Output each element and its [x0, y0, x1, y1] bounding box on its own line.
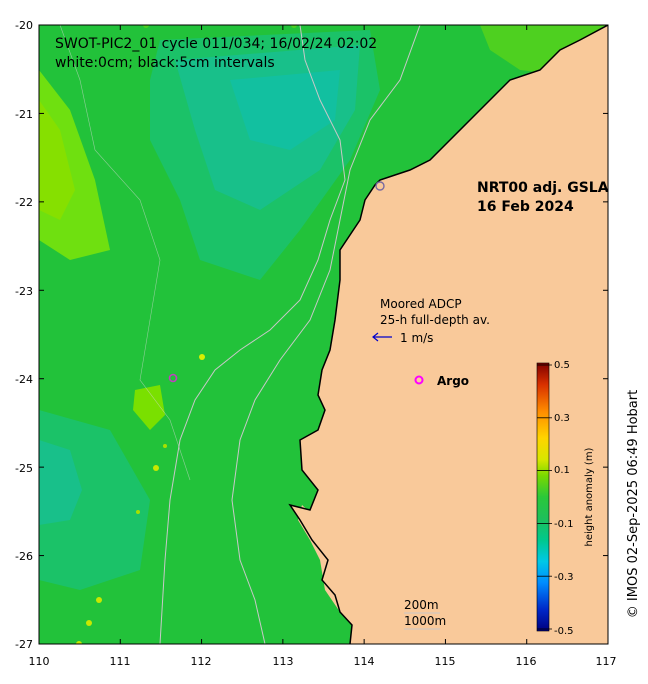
x-tick-label: 116 — [516, 655, 537, 668]
y-tick-label: -25 — [15, 462, 33, 475]
map-frame — [38, 24, 609, 645]
y-tick-label: -26 — [15, 550, 33, 563]
adcp-scale-arrow — [372, 332, 392, 342]
x-axis-labels: 110 111 112 113 114 115 116 117 — [29, 655, 617, 668]
land-australia — [290, 25, 608, 644]
colorbar-tick-label: 0.3 — [554, 413, 570, 424]
product-date: 16 Feb 2024 — [477, 199, 574, 215]
colorbar-tick-label: -0.1 — [554, 519, 574, 530]
x-tick-label: 113 — [273, 655, 294, 668]
y-tick-label: -21 — [15, 108, 33, 121]
anomaly-blob-small-bright — [133, 385, 165, 430]
colorbar-ticks — [537, 364, 552, 630]
x-tick-label: 112 — [191, 655, 212, 668]
y-tick-label: -27 — [15, 638, 33, 651]
isobath-1000m-outer — [59, 25, 191, 481]
credit-text: © IMOS 02-Sep-2025 06:49 Hobart — [626, 390, 641, 618]
isobath-1000m — [231, 25, 421, 644]
x-tick-label: 115 — [435, 655, 456, 668]
colorbar-tick-label: -0.5 — [554, 626, 574, 637]
adcp-scale-label: 1 m/s — [400, 331, 433, 345]
argo-legend-symbol — [414, 375, 424, 385]
isobath-200-label: 200m — [404, 598, 439, 612]
argo-float-ocean[interactable] — [168, 373, 178, 383]
anomaly-blob-west-mid — [39, 100, 75, 220]
colorbar-title: height anomaly (m) — [584, 447, 595, 546]
y-axis-labels: -20 -21 -22 -23 -24 -25 -26 -27 — [15, 19, 33, 651]
x-tick-label: 114 — [354, 655, 375, 668]
y-tick-label: -23 — [15, 285, 33, 298]
adcp-legend-title: Moored ADCP — [380, 297, 462, 311]
colorbar-gradient — [536, 362, 550, 632]
x-tick-label: 111 — [110, 655, 131, 668]
x-tick-label: 117 — [596, 655, 617, 668]
anomaly-blob-southwest-core — [39, 440, 82, 525]
product-label: NRT00 adj. GSLA — [477, 180, 609, 196]
colorbar-tick-label: 0.1 — [554, 465, 570, 476]
anomaly-blob-north-core — [230, 70, 340, 150]
isobath-1000-label: 1000m — [404, 614, 446, 628]
axis-ticks — [38, 24, 609, 645]
colorbar-tick-label: -0.3 — [554, 572, 574, 583]
y-tick-label: -22 — [15, 196, 33, 209]
y-tick-label: -24 — [15, 373, 33, 386]
colorbar: 0.5 0.3 0.1 -0.1 -0.3 -0.5 height anomal… — [536, 360, 595, 637]
map-title: SWOT-PIC2_01 cycle 011/034; 16/02/24 02:… — [55, 36, 377, 52]
argo-float-coast[interactable] — [375, 181, 385, 191]
adcp-legend-subtitle: 25-h full-depth av. — [380, 313, 490, 327]
x-tick-label: 110 — [29, 655, 50, 668]
sample-points — [76, 25, 297, 644]
y-tick-label: -20 — [15, 19, 33, 32]
argo-legend-label: Argo — [437, 374, 469, 388]
map-subtitle: white:0cm; black:5cm intervals — [55, 55, 275, 71]
coastline — [288, 25, 608, 644]
colorbar-tick-label: 0.5 — [554, 360, 570, 371]
isobath-200m — [159, 25, 346, 644]
